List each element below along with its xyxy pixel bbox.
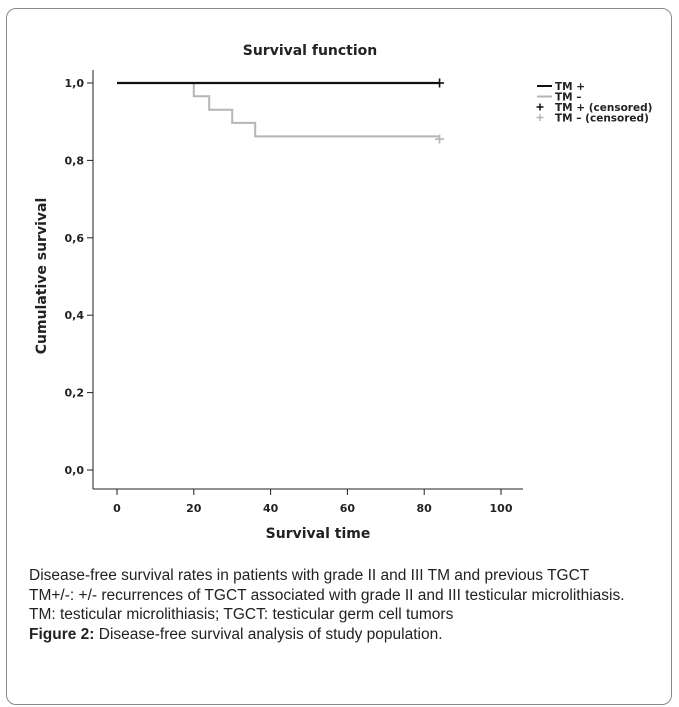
y-tick-label: 1,0 [65,77,85,90]
survival-chart: Survival function 0,0 0,2 0,4 0,6 0,8 1,0 0 20 4… [34,43,652,540]
caption-line-2: TM+/-: +/- recurrences of TGCT associate… [29,586,625,604]
y-tick-label: 0,2 [65,387,85,400]
x-tick-label: 80 [417,502,433,515]
legend-label: TM + (censored) [555,102,652,114]
x-tick-label: 100 [490,502,513,515]
x-tick-label: 0 [113,502,121,515]
x-tick-label: 60 [340,502,356,515]
caption: Disease-free survival rates in patients … [29,566,659,644]
caption-line-3: TM: testicular microlithiasis; TGCT: tes… [29,606,454,623]
y-tick-label: 0,0 [65,464,85,477]
x-tick-label: 40 [263,502,279,515]
series-line-tm-minus [117,82,440,138]
chart-title: Survival function [243,43,378,59]
legend-label: TM – (censored) [555,113,649,125]
plot-lines [117,78,445,144]
legend-label: TM + [555,81,585,93]
legend: TM +TM –TM + (censored)TM – (censored) [536,81,652,125]
figure-caption: Figure 2: Disease-free survival analysis… [29,625,659,645]
legend-entry: TM – (censored) [536,113,649,125]
y-tick-label: 0,4 [65,309,85,322]
legend-entry: TM + [537,81,585,93]
censored-marker-tm-minus [435,134,445,144]
figure-text: Disease-free survival analysis of study … [94,625,443,643]
axes: 0,0 0,2 0,4 0,6 0,8 1,0 0 20 40 60 80 100 [65,70,523,515]
figure-frame [6,8,672,705]
y-tick-label: 0,6 [65,232,85,245]
legend-entry: TM + (censored) [536,102,652,114]
censored-marker-tm-plus [435,78,445,88]
legend-label: TM – [555,92,582,104]
caption-line-1: Disease-free survival rates in patients … [29,567,590,584]
legend-entry: TM – [537,92,582,104]
y-axis-label: Cumulative survival [34,198,50,355]
x-axis-label: Survival time [266,526,371,540]
figure-label: Figure 2: [29,625,95,643]
y-tick-label: 0,8 [65,154,85,167]
x-tick-label: 20 [186,502,202,515]
